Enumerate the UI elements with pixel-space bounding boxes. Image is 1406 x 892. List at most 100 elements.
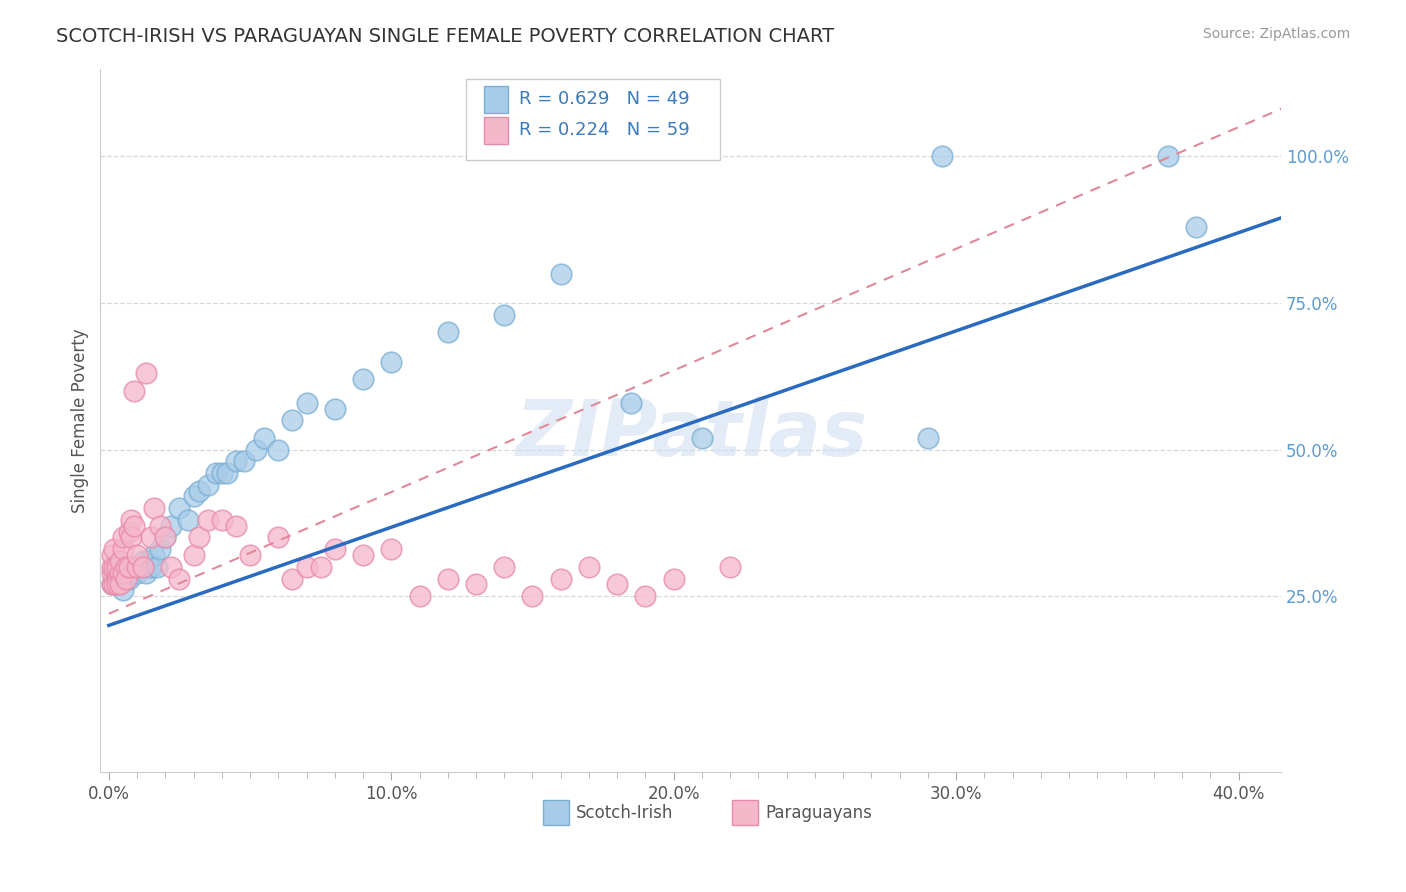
Point [100, 577, 122, 591]
Point [105, 577, 128, 591]
Point [103, 542, 125, 557]
Point [108, 572, 131, 586]
Text: Paraguayans: Paraguayans [765, 804, 872, 822]
Point [309, 559, 332, 574]
Point [108, 566, 131, 580]
Point [117, 559, 139, 574]
Point [141, 559, 163, 574]
Point [103, 566, 125, 580]
Point [233, 454, 256, 468]
Point [239, 548, 262, 562]
Point [105, 572, 128, 586]
Point [117, 572, 139, 586]
Point [225, 518, 247, 533]
Point [100, 548, 122, 562]
Point [143, 548, 166, 562]
Point [114, 559, 136, 574]
Point [105, 559, 128, 574]
Point [267, 442, 290, 457]
Point [125, 559, 148, 574]
Point [105, 559, 128, 574]
Point [111, 566, 134, 580]
FancyBboxPatch shape [543, 800, 569, 825]
Point [245, 442, 267, 457]
Point [128, 559, 150, 574]
Point [143, 501, 166, 516]
FancyBboxPatch shape [484, 87, 508, 112]
Point [111, 542, 134, 557]
Point [120, 513, 142, 527]
FancyBboxPatch shape [733, 800, 758, 825]
Point [122, 384, 145, 398]
Point [281, 413, 304, 427]
Point [281, 572, 304, 586]
Point [522, 589, 544, 603]
Text: R = 0.224   N = 59: R = 0.224 N = 59 [519, 121, 690, 139]
Point [155, 531, 177, 545]
Text: Source: ZipAtlas.com: Source: ZipAtlas.com [1202, 27, 1350, 41]
Point [111, 531, 134, 545]
Text: Scotch-Irish: Scotch-Irish [576, 804, 673, 822]
Point [352, 372, 374, 386]
Point [103, 577, 125, 591]
Point [494, 308, 516, 322]
Point [295, 559, 318, 574]
Text: ZIPatlas: ZIPatlas [515, 396, 866, 472]
Point [620, 395, 643, 409]
Point [718, 559, 741, 574]
Point [690, 431, 713, 445]
Point [141, 531, 163, 545]
Point [117, 524, 139, 539]
Point [606, 577, 628, 591]
Point [146, 559, 169, 574]
Point [132, 554, 155, 568]
Point [380, 354, 402, 368]
Point [917, 431, 939, 445]
Point [120, 531, 142, 545]
Point [494, 559, 516, 574]
Point [408, 589, 430, 603]
Point [267, 531, 290, 545]
Y-axis label: Single Female Poverty: Single Female Poverty [72, 328, 89, 513]
Point [138, 554, 160, 568]
Point [436, 326, 458, 340]
Point [160, 559, 183, 574]
Point [197, 513, 219, 527]
Text: SCOTCH-IRISH VS PARAGUAYAN SINGLE FEMALE POVERTY CORRELATION CHART: SCOTCH-IRISH VS PARAGUAYAN SINGLE FEMALE… [56, 27, 834, 45]
Point [211, 466, 233, 480]
FancyBboxPatch shape [467, 79, 720, 160]
Point [160, 518, 183, 533]
Point [132, 559, 155, 574]
Point [1157, 149, 1180, 163]
Point [100, 577, 122, 591]
Point [125, 566, 148, 580]
Point [155, 531, 177, 545]
Point [114, 566, 136, 580]
Point [634, 589, 657, 603]
Point [125, 548, 148, 562]
Point [135, 566, 157, 580]
Point [295, 395, 318, 409]
Point [177, 513, 200, 527]
Point [465, 577, 488, 591]
Point [103, 559, 125, 574]
Point [149, 542, 172, 557]
Point [108, 559, 131, 574]
FancyBboxPatch shape [484, 117, 508, 144]
Point [352, 548, 374, 562]
Point [114, 559, 136, 574]
Point [108, 554, 131, 568]
Point [120, 559, 142, 574]
Point [188, 483, 211, 498]
Point [183, 490, 205, 504]
Point [323, 542, 346, 557]
Point [323, 401, 346, 416]
Point [380, 542, 402, 557]
Point [1185, 219, 1208, 234]
Point [931, 149, 953, 163]
Point [662, 572, 685, 586]
Point [253, 431, 276, 445]
Point [211, 513, 233, 527]
Point [169, 501, 191, 516]
Point [149, 518, 172, 533]
